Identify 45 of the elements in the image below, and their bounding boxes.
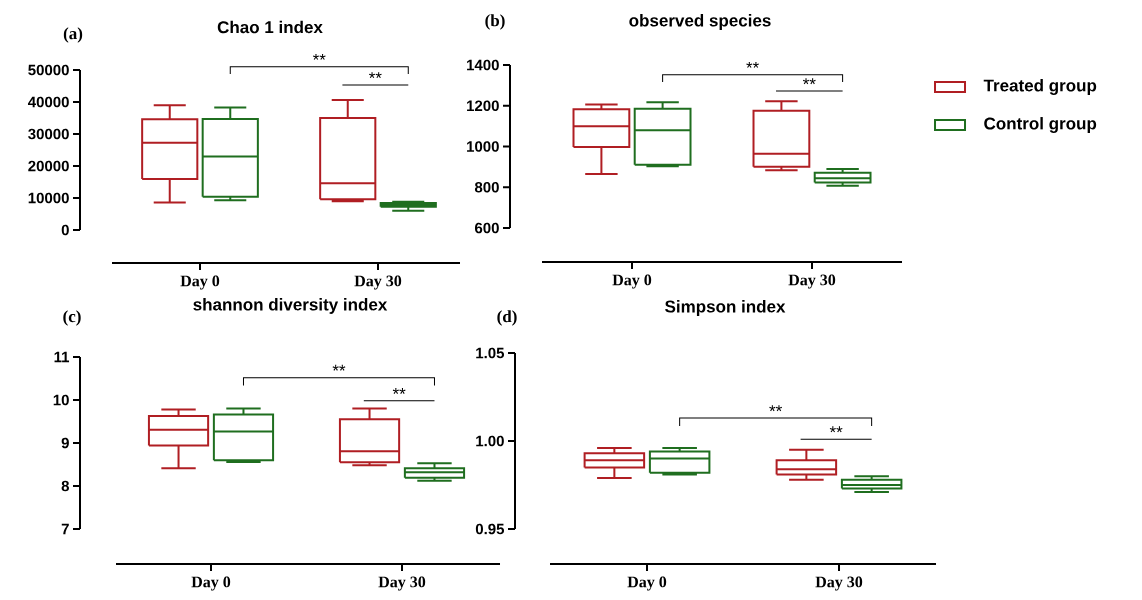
y-tick-label: 40000: [27, 96, 69, 108]
chart-title: observed species: [629, 14, 771, 30]
text: (d): [497, 310, 517, 326]
y-tick-label: 1400: [467, 59, 499, 71]
y-tick-label: 1000: [467, 141, 499, 152]
x-tick-label: Day 0: [627, 576, 667, 591]
annotation: **: [746, 61, 759, 68]
y-tick-label: 30000: [28, 128, 69, 140]
annotation: **: [829, 426, 843, 433]
annotation: **: [332, 364, 346, 371]
y-tick-label: 20000: [28, 160, 69, 172]
y-tick-label: 1.00: [476, 435, 504, 447]
x-tick-label: Day 0: [191, 576, 231, 591]
y-tick-label: 0.95: [475, 523, 505, 535]
y-tick-label: 800: [474, 181, 499, 193]
annotation: **: [368, 72, 382, 79]
x-tick-label: Day 0: [180, 275, 220, 290]
legend-label: Control group: [984, 117, 1097, 133]
text: (a): [63, 27, 83, 43]
y-tick-label: 10: [53, 394, 69, 406]
y-tick-label: 50000: [28, 64, 69, 76]
y-tick-label: 1200: [467, 100, 499, 112]
text: **: [312, 53, 326, 60]
text: (c): [63, 310, 81, 326]
x-tick-label: Day 30: [354, 275, 402, 290]
annotation: **: [769, 405, 782, 412]
y-tick-label: 8: [61, 480, 69, 492]
annotation: **: [802, 78, 816, 85]
legend-label: Treated group: [983, 79, 1097, 95]
y-tick-label: 11: [54, 351, 70, 363]
chart-title: shannon diversity index: [193, 298, 388, 314]
y-tick-label: 1.05: [476, 347, 505, 359]
y-tick-label: 7: [61, 523, 69, 535]
chart-title: Simpson index: [665, 300, 786, 316]
x-tick-label: Day 0: [612, 274, 652, 289]
y-tick-label: 0: [61, 224, 69, 236]
y-tick-label: 600: [475, 222, 499, 234]
x-tick-label: Day 30: [788, 274, 836, 289]
text: (b): [485, 14, 505, 30]
y-tick-label: 10000: [28, 192, 69, 204]
chart-title: Chao 1 index: [217, 20, 323, 34]
annotation: **: [392, 387, 406, 394]
y-tick-label: 9: [61, 437, 69, 449]
x-tick-label: Day 30: [815, 576, 863, 591]
x-tick-label: Day 30: [378, 576, 426, 591]
